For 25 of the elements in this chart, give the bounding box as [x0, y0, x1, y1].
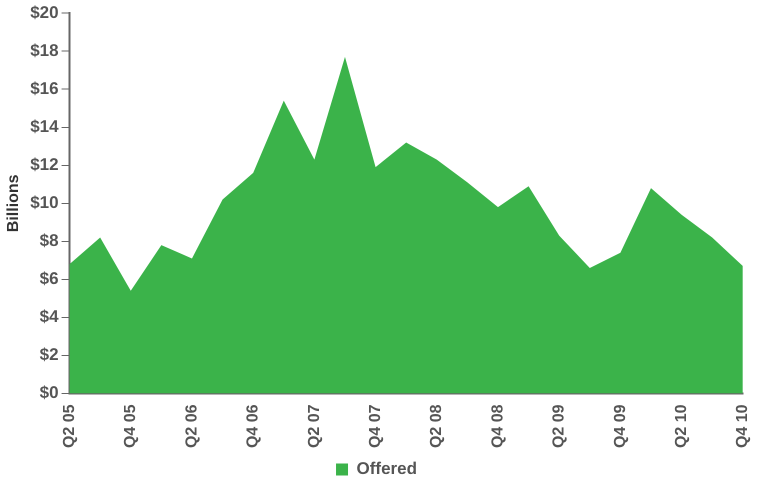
y-tick-label: $14 [30, 116, 60, 136]
y-tick-label: $4 [40, 307, 60, 326]
x-tick-label: Q4 08 [489, 404, 506, 448]
x-tick-label: Q4 10 [734, 404, 752, 448]
x-tick-label: Q2 06 [183, 404, 200, 448]
x-tick-label: Q2 08 [428, 404, 446, 448]
x-tick-label: Q4 09 [612, 404, 629, 448]
x-tick-label: Q4 05 [122, 404, 140, 448]
y-tick-label: $12 [30, 154, 59, 174]
y-tick-label: $0 [40, 383, 59, 402]
x-tick-label: Q4 07 [366, 404, 384, 448]
y-tick-label: $20 [30, 2, 59, 22]
x-tick-label: Q2 09 [550, 404, 568, 448]
x-tick-label: Q4 06 [244, 404, 262, 448]
y-tick-label: $8 [40, 231, 59, 250]
x-tick-label: Q2 07 [306, 404, 323, 448]
y-tick-label: $2 [40, 345, 59, 364]
y-tick-label: $16 [30, 78, 59, 98]
x-tick-label: Q2 10 [673, 404, 690, 448]
y-tick-label: $10 [30, 192, 59, 212]
x-tick-label: Q2 05 [60, 404, 78, 448]
y-tick-label: $18 [30, 40, 59, 60]
legend-label: Offered [356, 459, 417, 478]
y-axis-title: Billions [5, 174, 22, 232]
y-tick-label: $6 [40, 269, 59, 288]
